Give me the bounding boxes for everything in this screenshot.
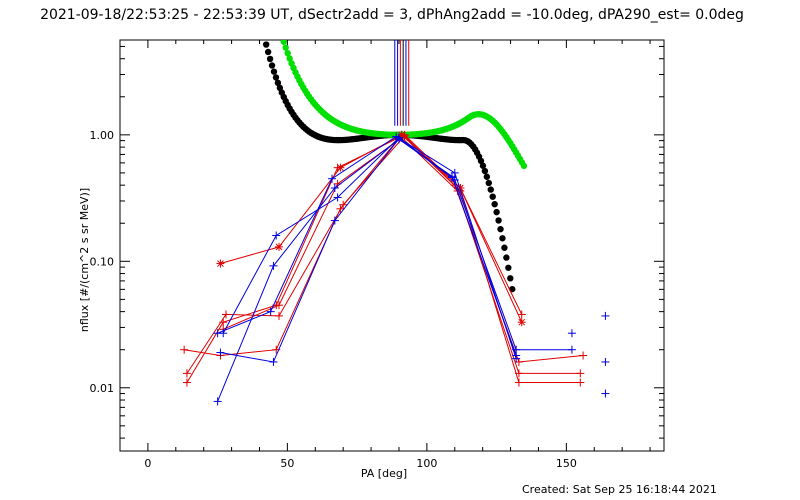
axes-frame [119,39,665,452]
black-fit-point [264,48,272,56]
star-marker-d2 [217,260,224,267]
black-fit-point [270,68,278,75]
black-fit-point [491,200,498,208]
green-fit-point [280,40,287,45]
red-series-line-4 [220,134,523,323]
black-fit-point [487,186,494,193]
black-fit-point [272,74,280,81]
black-fit-point [495,217,502,224]
black-fit-point [262,41,270,48]
star-marker-d2 [518,318,526,326]
star-marker-d2 [275,243,283,251]
star-marker-d2 [337,164,344,172]
y-tick-label: 0.10 [90,255,115,268]
plot-area: 0 50 100 150 0.01 0.10 1.00 [90,39,665,470]
black-fit-point [483,173,491,180]
black-fit-point [507,275,514,282]
black-fit-point [489,193,496,200]
black-fit-point [499,235,506,242]
x-tick-label: 150 [556,457,577,470]
black-fit-point [477,157,485,165]
x-tick-label: 0 [144,457,151,470]
black-fit-point [493,208,500,216]
green-fit-point [286,55,293,62]
x-tick-label: 50 [280,457,294,470]
black-fit-point [268,62,276,69]
black-fit-point [497,225,504,233]
black-fit-point [266,55,274,63]
black-fit-point [274,79,282,87]
black-fit-point [501,244,508,251]
blue-series-line-5 [217,138,517,402]
y-tick-label: 0.01 [90,382,115,395]
x-axis-label: PA [deg] [361,467,407,480]
y-tick-label: 1.00 [90,129,115,142]
black-fit-point [505,264,512,271]
created-timestamp: Created: Sat Sep 25 16:18:44 2021 [522,483,717,496]
y-axis-label: nflux [#/(cm^2 s sr MeV)] [78,188,91,332]
green-fit-point [284,49,291,57]
data-group [180,40,610,406]
green-fit-point [520,162,528,170]
black-fit-point [481,167,489,175]
black-fit-point [503,254,510,261]
black-fit-point [479,162,487,169]
x-tick-label: 100 [416,457,437,470]
green-fit-point [282,44,289,51]
black-fit-point [485,179,493,187]
blue-series-line-7 [217,135,517,359]
chart-title: 2021-09-18/22:53:25 - 22:53:39 UT, dSect… [40,7,744,23]
